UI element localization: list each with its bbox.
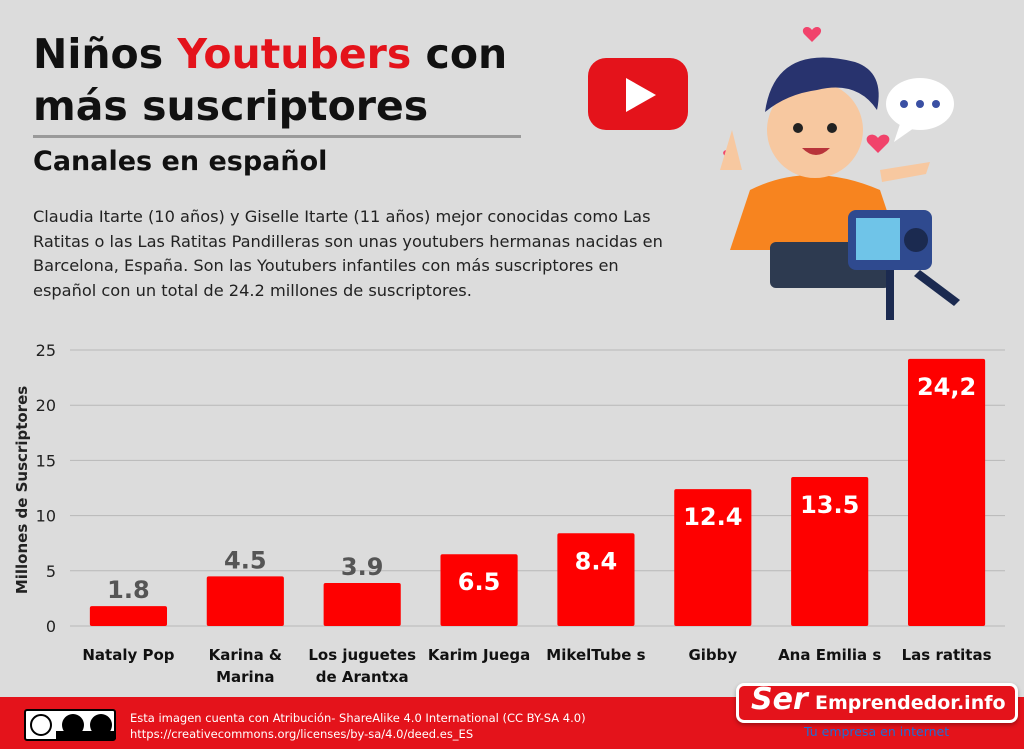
value-label: 3.9 bbox=[341, 553, 384, 581]
youtuber-illustration bbox=[588, 27, 960, 320]
value-label: 6.5 bbox=[458, 568, 501, 596]
bar bbox=[557, 533, 635, 626]
bar bbox=[907, 358, 986, 626]
logo-ser: Ser bbox=[751, 682, 808, 717]
x-tick-label: Ana Emilia s bbox=[778, 646, 881, 664]
description-text: Claudia Itarte (10 años) y Giselle Itart… bbox=[33, 207, 663, 300]
y-tick-label: 0 bbox=[46, 617, 56, 636]
value-label: 1.8 bbox=[107, 576, 150, 604]
license-line-1: Esta imagen cuenta con Atribución- Share… bbox=[130, 711, 586, 725]
title-highlight: Youtubers bbox=[177, 30, 412, 78]
camera-icon bbox=[848, 210, 960, 320]
y-tick-label: 10 bbox=[36, 507, 56, 526]
bar bbox=[323, 582, 401, 626]
x-tick-label: Karim Juega bbox=[428, 646, 530, 664]
x-tick-label: de Arantxa bbox=[316, 668, 409, 686]
cc-license-icon[interactable] bbox=[24, 709, 116, 741]
y-axis-label: Millones de Suscriptores bbox=[13, 386, 31, 594]
value-labels: 1.8 4.5 3.9 6.5 8.4 12.4 13.5 24,2 bbox=[107, 373, 976, 604]
x-tick-label: Karina & bbox=[209, 646, 282, 664]
y-tick-label: 15 bbox=[36, 451, 56, 470]
bar bbox=[674, 489, 752, 626]
value-label: 13.5 bbox=[800, 491, 859, 519]
value-label: 4.5 bbox=[224, 546, 267, 574]
title-part2: con más suscriptores bbox=[33, 30, 508, 130]
value-label: 12.4 bbox=[683, 503, 742, 531]
x-tick-label: Las ratitas bbox=[902, 646, 992, 664]
y-tick-label: 25 bbox=[36, 341, 56, 360]
logo-tagline: Tu empresa en internet bbox=[804, 724, 950, 739]
bar bbox=[791, 476, 869, 626]
x-tick-label: Nataly Pop bbox=[82, 646, 174, 664]
x-tick-label: Los juguetes bbox=[308, 646, 416, 664]
x-tick-label: Gibby bbox=[688, 646, 737, 664]
page-title: Niños Youtubers con más suscriptores bbox=[33, 28, 593, 132]
x-axis-labels: Nataly Pop Karina & Marina Los juguetes de A… bbox=[82, 646, 991, 686]
youtube-logo-icon bbox=[588, 58, 688, 130]
bar bbox=[89, 606, 168, 626]
logo-name: Emprendedor.info bbox=[815, 692, 1006, 714]
bar bbox=[206, 576, 284, 626]
x-tick-label: MikelTube s bbox=[546, 646, 645, 664]
bar-chart: 0 5 10 15 20 25 1.8 4.5 3.9 6.5 8.4 12.4 13.5 24,2 N… bbox=[13, 341, 1005, 686]
bar bbox=[440, 554, 518, 626]
speech-bubble-icon bbox=[886, 78, 954, 142]
value-label: 24,2 bbox=[917, 373, 976, 401]
value-label: 8.4 bbox=[575, 547, 618, 575]
license-link[interactable]: https://creativecommons.org/licenses/by-… bbox=[130, 727, 474, 741]
x-tick-label: Marina bbox=[216, 668, 274, 686]
license-text: Esta imagen cuenta con Atribución- Share… bbox=[130, 710, 586, 742]
y-tick-label: 20 bbox=[36, 396, 56, 415]
brand-logo[interactable]: Ser Emprendedor.info bbox=[736, 682, 1018, 723]
page-subtitle: Canales en español bbox=[33, 146, 328, 177]
y-axis-ticks: 0 5 10 15 20 25 bbox=[36, 341, 56, 636]
y-tick-label: 5 bbox=[46, 562, 56, 581]
bars bbox=[89, 358, 986, 626]
title-divider bbox=[33, 135, 521, 138]
title-part1: Niños bbox=[33, 30, 178, 78]
